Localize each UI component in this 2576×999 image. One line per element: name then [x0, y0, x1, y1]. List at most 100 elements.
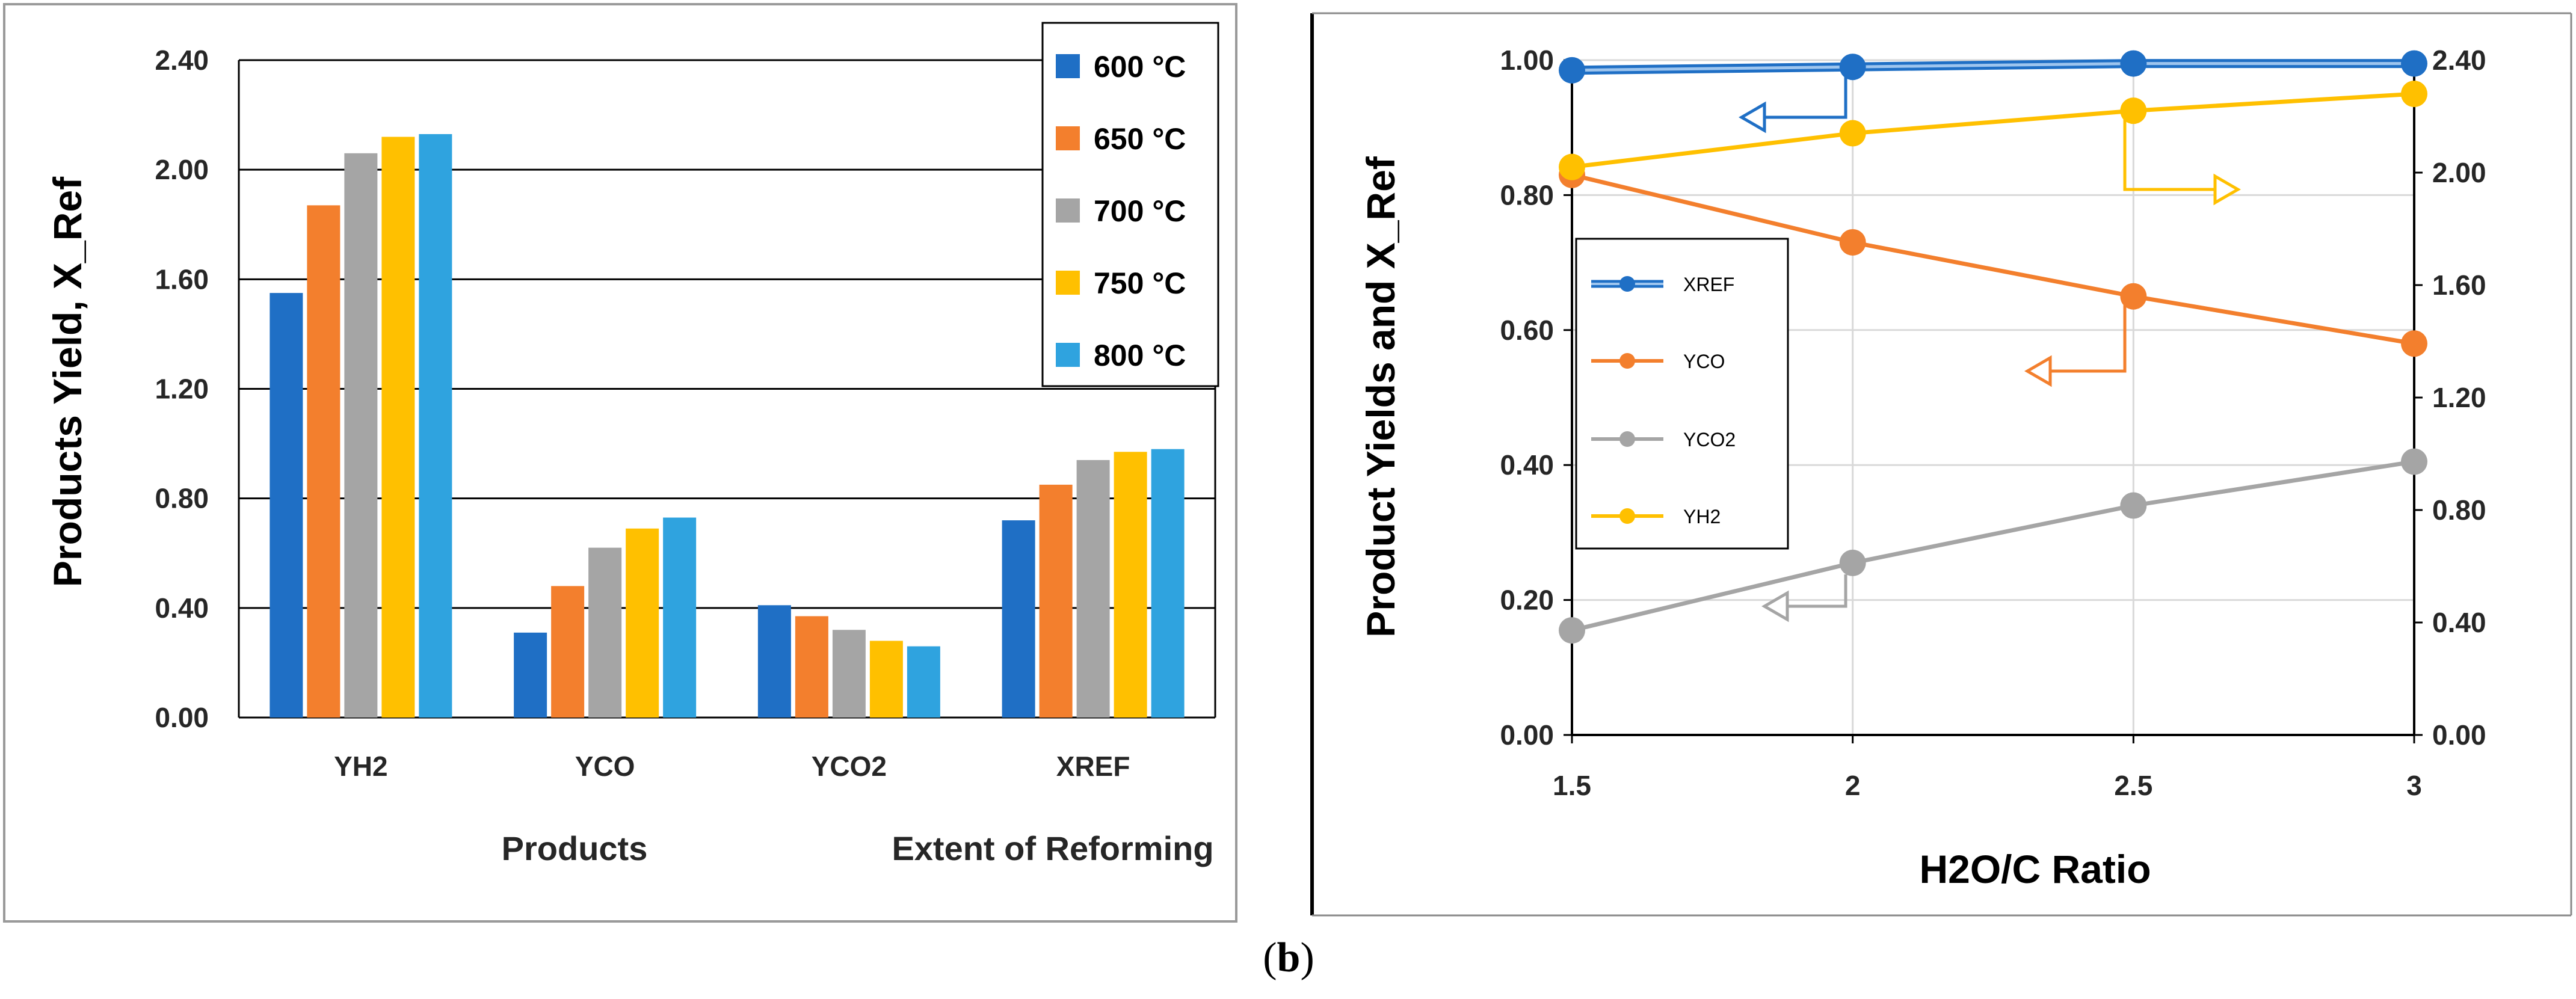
line-chart-y2-tick-label: 2.40	[2432, 45, 2486, 76]
bar-xref-600	[1002, 520, 1035, 718]
bar-chart: Products Yield, X_Ref Products Extent of…	[45, 22, 1219, 867]
line-chart-y2-tick-label: 0.80	[2432, 494, 2486, 526]
line-chart-y-tick-label: 0.20	[1500, 585, 1554, 616]
bar-xref-700	[1076, 460, 1110, 718]
series-point-yco	[1839, 229, 1866, 256]
legend-swatch	[1056, 198, 1080, 223]
series-point-yh2	[2120, 97, 2147, 124]
bar-yco2-700	[832, 630, 866, 718]
yco-axis-arrow	[2024, 304, 2127, 387]
legend-swatch	[1056, 54, 1080, 78]
bar-chart-x-label-reforming: Extent of Reforming	[892, 829, 1213, 867]
series-point-yco2	[2120, 492, 2147, 519]
legend-swatch	[1056, 271, 1080, 295]
bar-chart-y-tick-label: 2.00	[155, 154, 209, 185]
caption-close: )	[1300, 935, 1314, 981]
bar-chart-y-tick-label: 1.60	[155, 263, 209, 295]
bar-yh2-700	[344, 153, 378, 718]
bar-yco2-650	[795, 616, 828, 718]
bar-chart-category-label: YCO	[575, 751, 635, 782]
bar-xref-650	[1039, 484, 1073, 718]
xref-axis-arrow-shaft	[1760, 60, 1847, 119]
series-point-xref	[1559, 57, 1585, 84]
line-chart-y-tick-label: 0.40	[1500, 449, 1554, 481]
series-point-yco	[2401, 330, 2427, 357]
legend-label: XREF	[1683, 274, 1734, 295]
bar-yh2-600	[270, 293, 303, 718]
bar-chart-legend: 600 °C 650 °C 700 °C 750 °C 800 °C	[1041, 22, 1219, 387]
legend-label: YCO	[1683, 351, 1725, 372]
line-chart-x-tick-label: 2	[1845, 770, 1861, 801]
bar-yco2-600	[757, 605, 791, 718]
series-point-yh2	[1839, 120, 1866, 147]
bar-yco-750	[626, 528, 659, 718]
bar-yco-700	[588, 547, 622, 718]
bar-yco2-800	[907, 646, 940, 718]
bar-yco-600	[514, 632, 547, 718]
yco-axis-arrow-head	[2024, 355, 2052, 387]
line-chart-legend-box	[1575, 238, 1789, 550]
bar-xref-750	[1114, 452, 1147, 718]
line-chart-y-tick-label: 0.60	[1500, 315, 1554, 346]
legend-label: 700 °C	[1094, 194, 1186, 228]
bar-yco-800	[663, 517, 697, 718]
bar-yh2-650	[307, 205, 340, 718]
line-chart-y2-tick-label: 2.00	[2432, 157, 2486, 188]
bar-chart-category-label: YCO2	[812, 751, 887, 782]
xref-axis-arrow-head	[1739, 101, 1766, 134]
legend-marker	[1619, 353, 1635, 369]
bar-chart-y-tick-label: 2.40	[155, 45, 209, 76]
series-point-yco2	[1559, 617, 1585, 644]
xref-axis-arrow	[1739, 60, 1847, 134]
series-point-yco2	[2401, 448, 2427, 475]
bar-chart-y-tick-label: 0.00	[155, 702, 209, 733]
line-chart-y2-tick-label: 0.00	[2432, 719, 2486, 751]
line-chart-x-tick-label: 2.5	[2114, 770, 2152, 801]
series-line-yco	[1571, 173, 2415, 346]
line-chart-y2-tick-label: 1.60	[2432, 269, 2486, 301]
legend-label: 800 °C	[1094, 339, 1186, 372]
bar-chart-y-tick-label: 0.80	[155, 483, 209, 514]
line-chart-y-tick-label: 1.00	[1500, 45, 1554, 76]
caption-open: (	[1263, 935, 1277, 981]
yh2-axis-arrow-shaft	[2123, 114, 2220, 191]
line-chart-y-tick-label: 0.80	[1500, 179, 1554, 211]
line-chart-x-tick-label: 3	[2406, 770, 2422, 801]
yco2-axis-arrow-shaft	[1783, 574, 1847, 608]
series-point-yco2	[1839, 549, 1866, 576]
legend-swatch	[1056, 126, 1080, 150]
line-chart-y2-tick-label: 1.20	[2432, 382, 2486, 413]
line-chart-x-axis-title: H2O/C Ratio	[1919, 847, 2151, 891]
caption-letter: b	[1277, 935, 1301, 981]
legend-label: 600 °C	[1094, 50, 1186, 84]
legend-marker	[1619, 431, 1635, 447]
bar-xref-800	[1151, 449, 1185, 718]
series-point-xref	[1839, 54, 1866, 81]
series-point-xref	[2120, 50, 2147, 77]
series-line-xref-core	[1571, 62, 2414, 72]
series-point-yh2	[1559, 153, 1585, 180]
legend-marker	[1619, 508, 1635, 524]
line-chart-legend: XREF YCO YCO2 YH2	[1575, 238, 1789, 550]
legend-swatch	[1056, 343, 1080, 367]
bar-chart-x-label-products: Products	[502, 829, 648, 867]
yco2-axis-arrow	[1761, 574, 1847, 622]
bar-chart-y-axis-title: Products Yield, X_Ref	[45, 176, 90, 587]
line-chart-y-tick-label: 0.00	[1500, 719, 1554, 751]
line-chart: Product Yields and X_Ref H2O/C Ratio 0.0…	[1358, 45, 2486, 891]
series-point-yco	[2120, 283, 2147, 310]
yh2-axis-arrow	[2123, 114, 2241, 206]
bar-yco2-750	[869, 641, 903, 718]
bar-chart-category-label: YH2	[334, 751, 387, 782]
bar-yh2-750	[381, 137, 415, 718]
bar-chart-y-tick-label: 0.40	[155, 592, 209, 624]
bar-chart-y-tick-label: 1.20	[155, 373, 209, 405]
figure-caption: (b)	[1263, 935, 1314, 981]
series-point-xref	[2401, 50, 2427, 77]
yh2-axis-arrow-head	[2213, 173, 2241, 206]
series-point-yh2	[2401, 81, 2427, 108]
yco2-axis-arrow-head	[1761, 590, 1789, 622]
bar-yco-650	[551, 586, 585, 718]
legend-label: YH2	[1683, 506, 1721, 527]
